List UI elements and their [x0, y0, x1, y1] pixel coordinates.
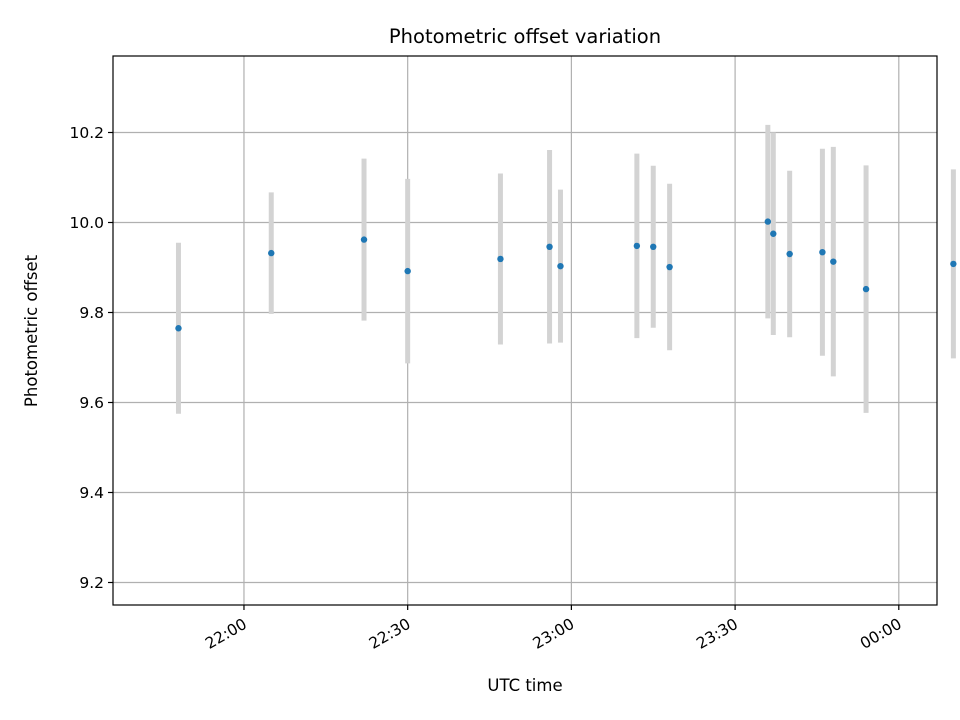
data-point — [497, 255, 504, 263]
y-tick-label: 9.2 — [79, 574, 104, 592]
y-tick-label: 9.4 — [79, 484, 104, 502]
data-point — [175, 325, 182, 332]
chart-title: Photometric offset variation — [389, 25, 661, 48]
data-point — [764, 218, 772, 225]
data-point — [770, 230, 777, 237]
data-point — [650, 243, 657, 250]
y-axis-title: Photometric offset — [22, 254, 41, 407]
data-point — [950, 260, 957, 268]
y-tick-label: 9.6 — [79, 394, 104, 412]
y-tick-label: 10.2 — [69, 124, 104, 142]
grid-lines — [113, 56, 937, 605]
x-axis-title: UTC time — [487, 676, 562, 695]
y-tick-label: 9.8 — [79, 304, 104, 322]
data-point — [633, 242, 641, 250]
data-point — [557, 262, 564, 270]
data-point — [546, 243, 553, 250]
data-point — [830, 258, 837, 265]
y-tick-label: 10.0 — [69, 214, 104, 232]
data-points — [175, 218, 957, 332]
plot-frame — [112, 55, 938, 606]
data-point — [360, 236, 368, 243]
data-point — [268, 249, 275, 257]
data-point — [786, 250, 793, 258]
data-point — [666, 263, 673, 271]
data-point — [404, 267, 411, 275]
data-point — [819, 249, 826, 256]
data-point — [862, 285, 870, 293]
